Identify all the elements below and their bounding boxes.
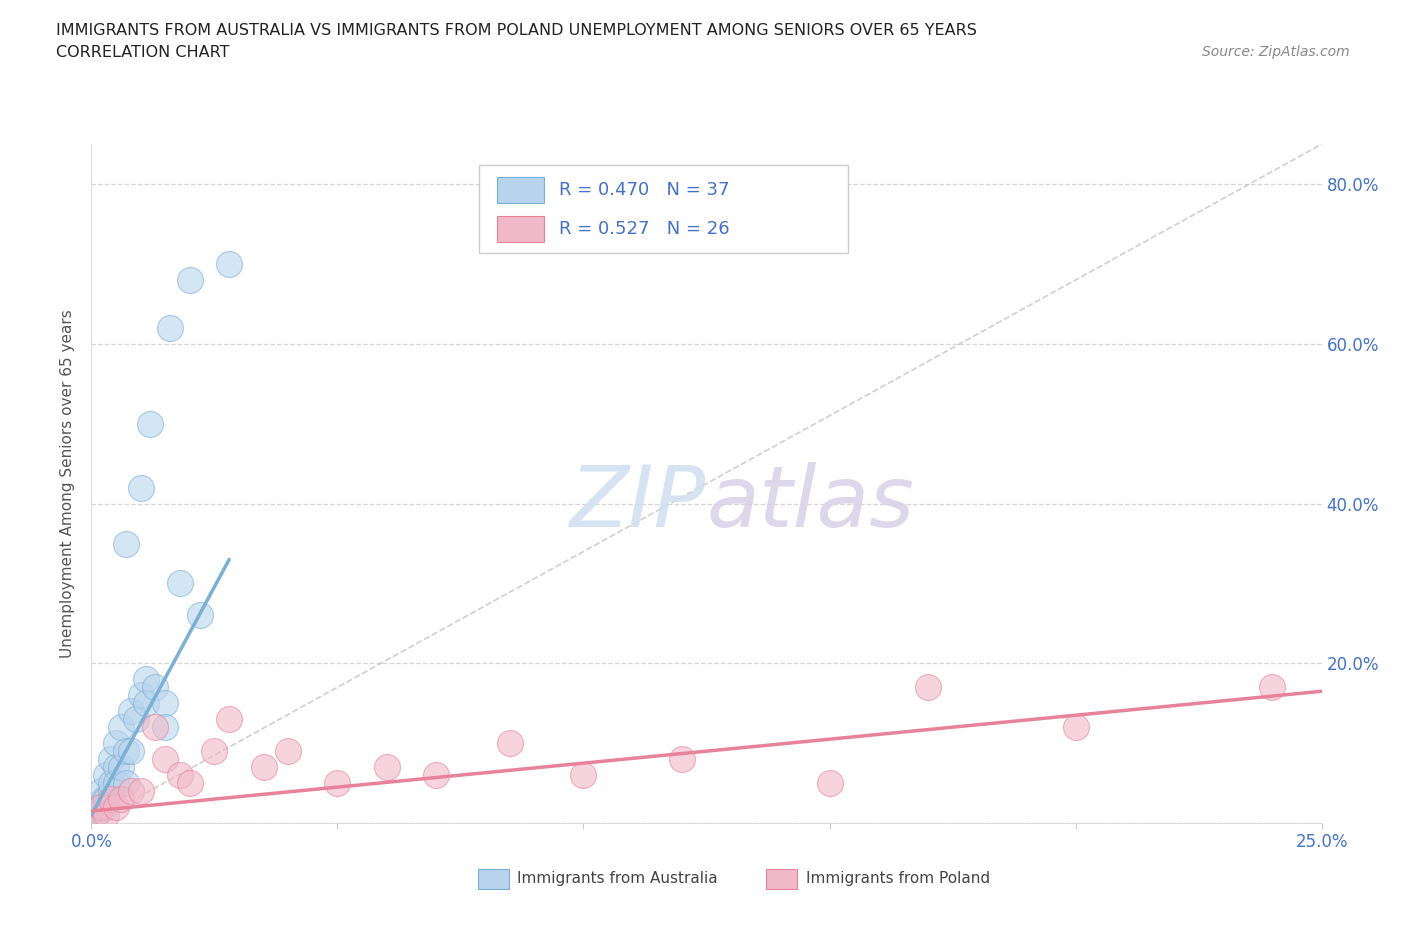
Point	[110, 760, 132, 775]
Bar	[498, 178, 544, 204]
Point	[153, 696, 177, 711]
Point	[100, 751, 122, 766]
Point	[498, 736, 520, 751]
Point	[145, 720, 166, 735]
Text: R = 0.470   N = 37: R = 0.470 N = 37	[558, 181, 730, 199]
Point	[90, 784, 112, 799]
Point	[100, 791, 122, 806]
Point	[145, 680, 166, 695]
Point	[917, 680, 939, 695]
Point	[139, 417, 162, 432]
Point	[253, 760, 276, 775]
Point	[129, 480, 152, 495]
Point	[818, 776, 841, 790]
Point	[86, 807, 108, 822]
Text: atlas: atlas	[706, 462, 914, 546]
Point	[114, 776, 138, 790]
Point	[169, 767, 191, 782]
Point	[188, 608, 211, 623]
Point	[375, 760, 398, 775]
Point	[572, 767, 595, 782]
Point	[86, 807, 108, 822]
Point	[114, 744, 138, 759]
Point	[179, 776, 201, 790]
Point	[96, 800, 117, 815]
Point	[218, 257, 240, 272]
Point	[202, 744, 225, 759]
Point	[135, 696, 156, 711]
Point	[153, 751, 177, 766]
Point	[105, 776, 127, 790]
Text: Immigrants from Australia: Immigrants from Australia	[517, 871, 718, 886]
Point	[326, 776, 349, 790]
Point	[100, 784, 122, 799]
FancyBboxPatch shape	[479, 165, 848, 253]
Point	[110, 720, 132, 735]
Point	[671, 751, 693, 766]
Point	[105, 800, 127, 815]
Point	[114, 536, 138, 551]
Point	[86, 800, 108, 815]
Point	[105, 736, 127, 751]
Point	[83, 812, 105, 827]
Point	[153, 720, 177, 735]
Point	[96, 791, 117, 806]
Point	[179, 272, 201, 287]
Text: CORRELATION CHART: CORRELATION CHART	[56, 45, 229, 60]
Point	[96, 767, 117, 782]
Point	[87, 804, 110, 818]
Point	[129, 688, 152, 703]
Point	[425, 767, 447, 782]
Text: ZIP: ZIP	[571, 462, 706, 546]
Point	[105, 760, 127, 775]
Point	[169, 576, 191, 591]
Point	[96, 807, 117, 822]
Point	[120, 744, 142, 759]
Point	[129, 784, 152, 799]
Point	[1261, 680, 1284, 695]
Point	[90, 800, 112, 815]
Point	[1064, 720, 1087, 735]
Text: IMMIGRANTS FROM AUSTRALIA VS IMMIGRANTS FROM POLAND UNEMPLOYMENT AMONG SENIORS O: IMMIGRANTS FROM AUSTRALIA VS IMMIGRANTS …	[56, 23, 977, 38]
Point	[110, 791, 132, 806]
Point	[93, 791, 115, 806]
Text: R = 0.527   N = 26: R = 0.527 N = 26	[558, 220, 730, 238]
Point	[90, 800, 112, 815]
Point	[218, 711, 240, 726]
Point	[124, 711, 146, 726]
Point	[277, 744, 299, 759]
Bar	[498, 216, 544, 242]
Text: Immigrants from Poland: Immigrants from Poland	[806, 871, 990, 886]
Point	[120, 704, 142, 719]
Text: Source: ZipAtlas.com: Source: ZipAtlas.com	[1202, 45, 1350, 59]
Point	[135, 671, 156, 686]
Point	[100, 776, 122, 790]
Point	[159, 321, 181, 336]
Y-axis label: Unemployment Among Seniors over 65 years: Unemployment Among Seniors over 65 years	[60, 310, 76, 658]
Point	[120, 784, 142, 799]
